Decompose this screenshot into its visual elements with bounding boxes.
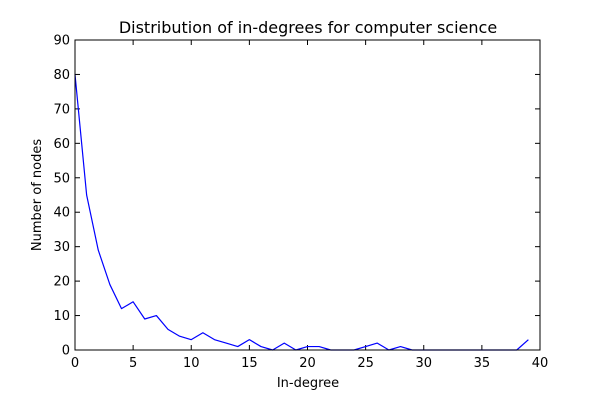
y-tick-label: 40: [53, 206, 70, 221]
ticks-layer: 0 5 10 15 20 25 30 35 40 0 10 20 30 40 50 60 70 80 90: [53, 34, 548, 372]
chart-title: Distribution of in-degrees for computer …: [119, 18, 497, 37]
plot-frame: [74, 39, 541, 351]
y-tick-label: 90: [53, 34, 70, 49]
x-tick-label: 25: [357, 356, 374, 371]
y-tick-label: 50: [53, 171, 70, 186]
x-tick-label: 5: [129, 356, 137, 371]
x-tick-label: 20: [299, 356, 316, 371]
y-tick-label: 60: [53, 137, 70, 152]
series-line: [74, 74, 529, 351]
x-axis-label: In-degree: [277, 376, 339, 391]
y-tick-label: 20: [53, 275, 70, 290]
x-tick-label: 15: [241, 356, 258, 371]
y-tick-label: 70: [53, 102, 70, 117]
x-tick-label: 30: [415, 356, 432, 371]
y-tick-label: 30: [53, 240, 70, 255]
x-tick-label: 40: [532, 356, 549, 371]
y-axis-label: Number of nodes: [30, 139, 45, 251]
y-tick-label: 0: [62, 344, 70, 359]
data-layer: [74, 74, 529, 351]
y-tick-label: 10: [53, 309, 70, 324]
x-tick-label: 10: [183, 356, 200, 371]
x-tick-label: 35: [474, 356, 491, 371]
x-tick-label: 0: [71, 356, 79, 371]
y-tick-label: 80: [53, 68, 70, 83]
